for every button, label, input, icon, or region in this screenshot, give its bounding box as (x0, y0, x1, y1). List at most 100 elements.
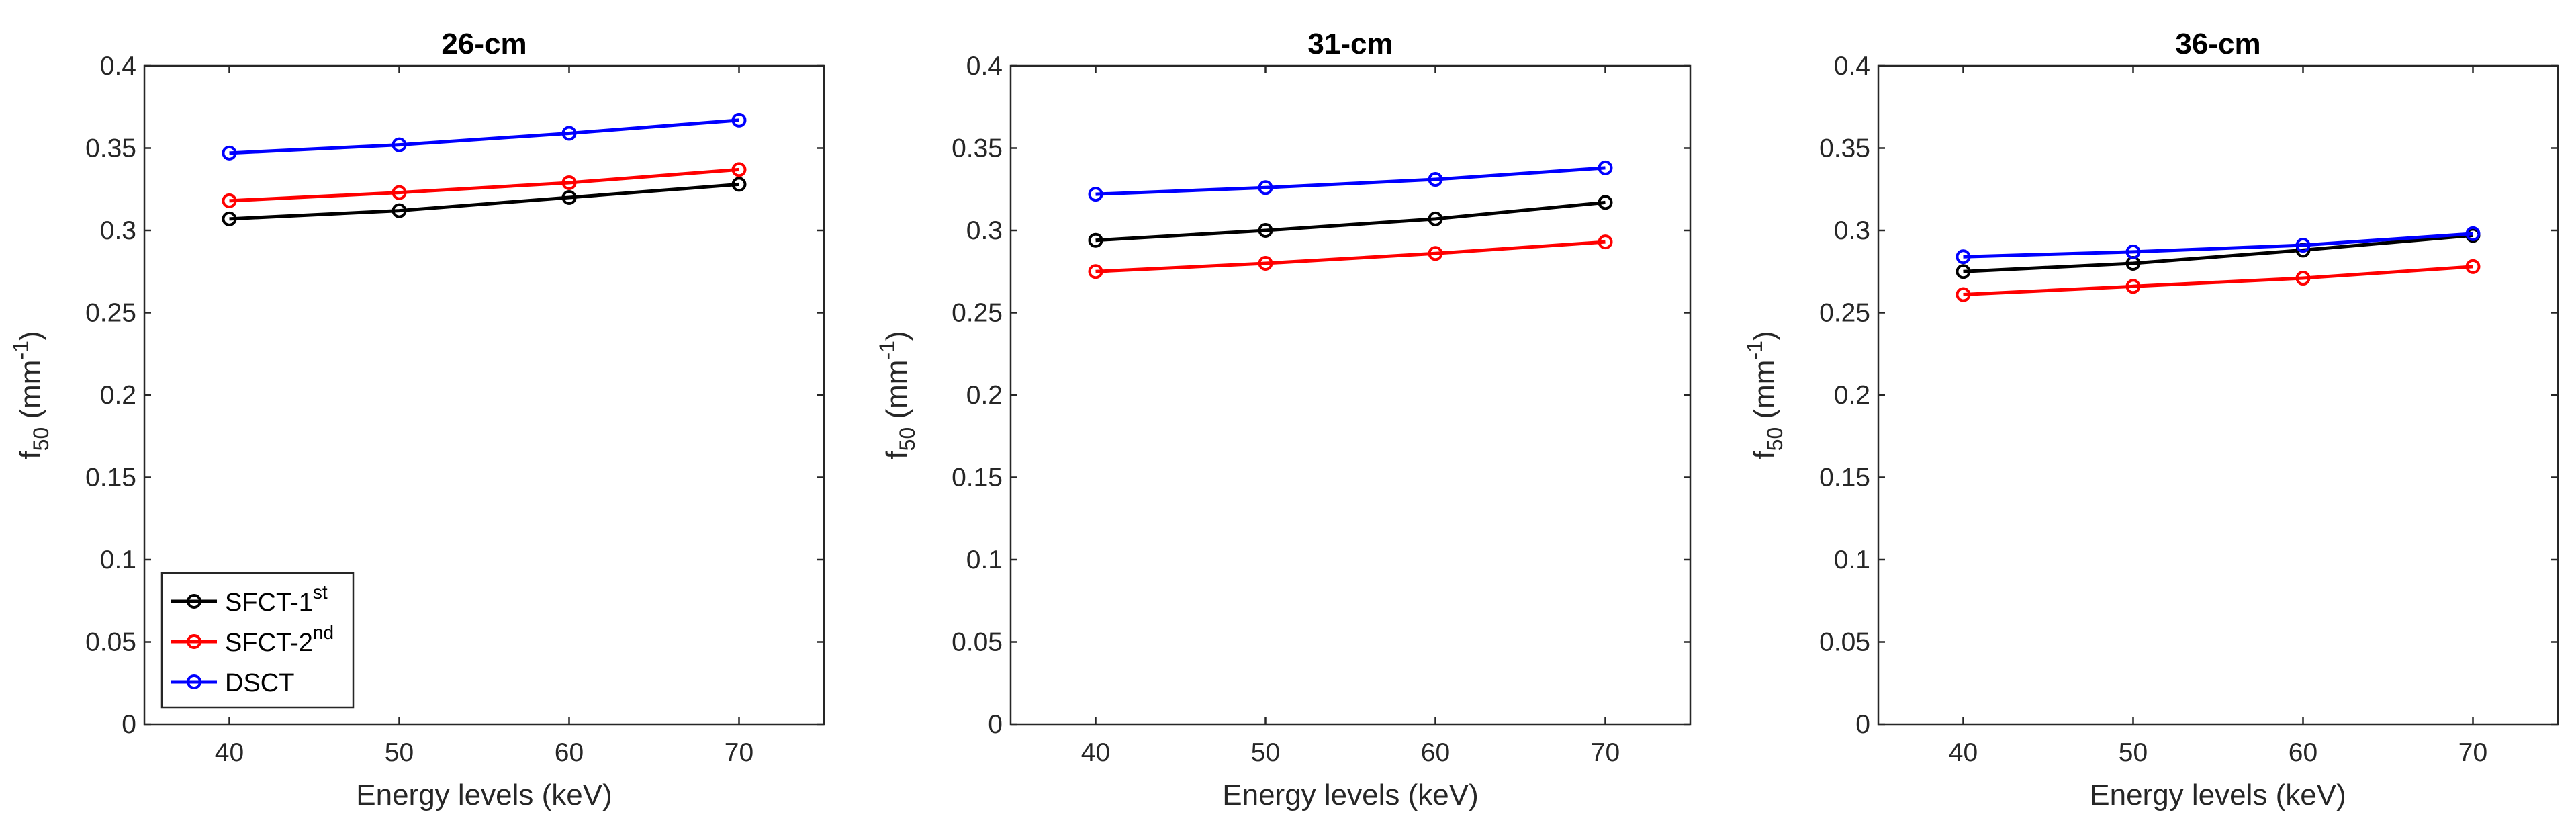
y-axis-label-unit: (mm (14, 360, 47, 427)
y-tick-label: 0 (122, 710, 136, 739)
y-tick-label: 0.25 (85, 299, 136, 328)
y-tick-label: 0.05 (1819, 628, 1870, 657)
data-point (1956, 264, 1971, 279)
y-tick-label: 0.4 (1834, 52, 1870, 81)
y-axis-label-unit: (mm (880, 360, 913, 427)
y-tick-label: 0.2 (966, 381, 1003, 410)
y-axis-label: f50 (mm-1) (9, 331, 53, 459)
y-axis-label-base: f (1748, 451, 1781, 459)
data-point (561, 175, 577, 190)
y-axis-label-sub: 50 (1763, 427, 1787, 451)
y-tick-label: 0.2 (100, 381, 136, 410)
chart-panel-1: 0 0.05 0.1 0.15 0.2 0.25 0.3 0.35 0.4 40 50 60 70 26-… (9, 28, 825, 812)
series-sfct-2nd (1956, 259, 2481, 302)
y-tick-label: 0.25 (952, 299, 1003, 328)
legend-entry-2: SFCT-2nd (171, 622, 334, 657)
y-tick-label: 0.05 (85, 628, 136, 657)
series-sfct-1st (1088, 195, 1613, 248)
y-tick-label: 0.4 (100, 52, 136, 81)
series-sfct-2nd (222, 162, 747, 208)
data-point (2465, 226, 2481, 241)
legend-marker (187, 674, 201, 689)
legend-label: DSCT (225, 669, 294, 697)
y-tick-label: 0.05 (952, 628, 1003, 657)
y-axis-label: f50 (mm-1) (875, 331, 919, 459)
data-point (2295, 271, 2311, 286)
y-tick-label: 0.1 (100, 545, 136, 574)
y-axis-label-unit-close: ) (880, 331, 913, 341)
y-tick-label: 0.1 (1834, 545, 1870, 574)
plot-area (1877, 64, 2559, 726)
series-line (1963, 233, 2473, 273)
legend-marker (187, 594, 201, 609)
legend-label-sup: nd (313, 622, 334, 643)
chart-panel-2: 0 0.05 0.1 0.15 0.2 0.25 0.3 0.35 0.4 40 50 60 70 31-… (875, 28, 1692, 812)
y-axis-label-unit-close: ) (14, 331, 47, 341)
chart-panel-3: 0 0.05 0.1 0.15 0.2 0.25 0.3 0.35 0.4 40 50 60 70 36-… (1743, 28, 2559, 812)
x-axis-label: Energy levels (keV) (2090, 779, 2346, 812)
data-point (1956, 249, 1971, 265)
x-tick-label: 40 (1949, 738, 1978, 767)
data-point (2465, 259, 2481, 274)
y-tick-label: 0.15 (1819, 464, 1870, 492)
data-point (1258, 256, 1273, 271)
data-point (561, 190, 577, 205)
data-point (2125, 279, 2141, 294)
series-line (1095, 240, 1606, 273)
y-tick-label: 0.15 (952, 464, 1003, 492)
series-line (229, 182, 739, 221)
legend-label: SFCT-2nd (225, 622, 334, 657)
y-tick-label: 0 (988, 710, 1003, 739)
series-line (229, 118, 739, 155)
legend-marker (187, 634, 201, 649)
x-axis-label: Energy levels (keV) (1222, 779, 1478, 812)
data-point (392, 137, 407, 152)
y-axis-label-sub: 50 (29, 427, 53, 451)
y-tick-label: 0.35 (952, 134, 1003, 163)
x-tick-label: 70 (725, 738, 753, 767)
x-tick-label: 50 (2119, 738, 2148, 767)
data-point (1598, 195, 1613, 210)
data-point (1428, 172, 1443, 187)
data-point (392, 185, 407, 200)
legend: SFCT-1st SFCT-2nd DSCT (160, 572, 355, 709)
y-axis-label-sup: -1 (1743, 341, 1767, 359)
series-line (1963, 265, 2473, 297)
series-sfct-2nd (1088, 234, 1613, 279)
y-axis-label-sup: -1 (9, 341, 33, 359)
data-point (222, 211, 237, 226)
series-line (1095, 200, 1606, 243)
data-point (392, 203, 407, 218)
series-dsct (222, 112, 747, 161)
y-tick-label: 0 (1855, 710, 1870, 739)
data-point (2295, 238, 2311, 253)
data-point (1258, 223, 1273, 238)
x-tick-label: 70 (1591, 738, 1620, 767)
data-point (1956, 287, 1971, 302)
y-tick-label: 0.3 (1834, 216, 1870, 245)
x-tick-label: 40 (1081, 738, 1110, 767)
data-point (1088, 264, 1103, 279)
y-axis-label-unit-close: ) (1748, 331, 1781, 341)
series-line (1095, 166, 1606, 196)
data-point (1598, 160, 1613, 175)
chart-title: 26-cm (441, 28, 526, 60)
x-tick-label: 60 (2289, 738, 2317, 767)
x-tick-label: 60 (1421, 738, 1450, 767)
data-point (1088, 232, 1103, 248)
x-tick-label: 70 (2458, 738, 2487, 767)
series-line (1963, 232, 2473, 259)
y-tick-label: 0.3 (966, 216, 1003, 245)
plot-area (1009, 64, 1692, 726)
data-point (1088, 187, 1103, 202)
data-point (561, 126, 577, 141)
y-tick-label: 0.35 (85, 134, 136, 163)
legend-entry-3: DSCT (171, 669, 294, 697)
data-point (1598, 234, 1613, 250)
y-tick-label: 0.3 (100, 216, 136, 245)
y-axis-label-base: f (14, 451, 47, 459)
data-point (731, 112, 747, 128)
y-tick-label: 0.4 (966, 52, 1003, 81)
y-tick-label: 0.15 (85, 464, 136, 492)
